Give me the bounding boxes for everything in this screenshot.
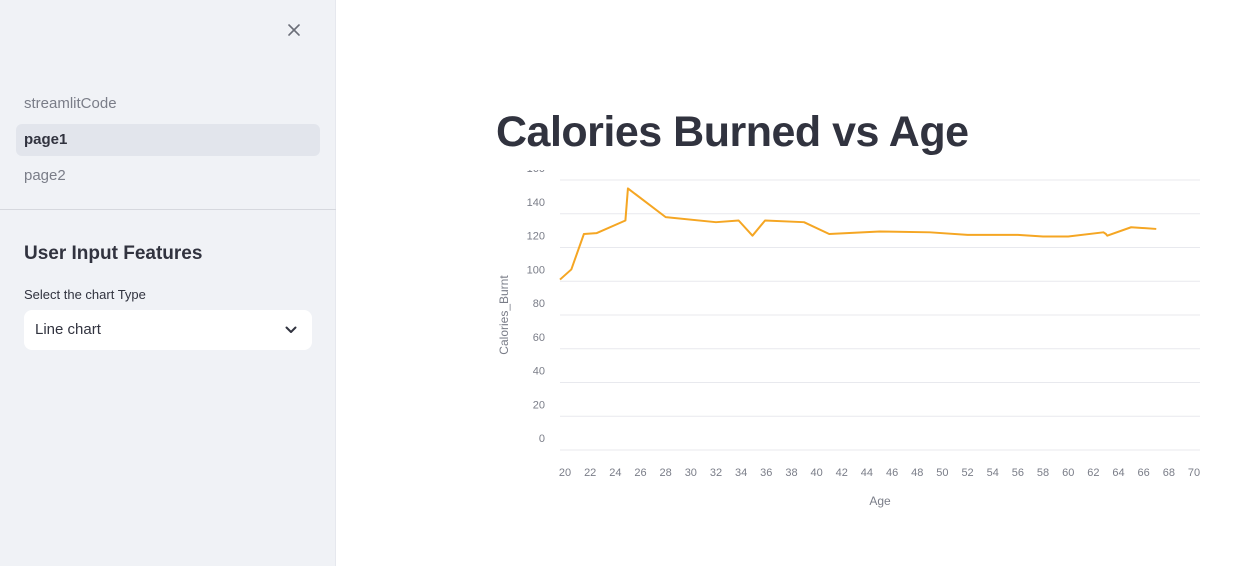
x-tick-label: 30 [685, 467, 697, 479]
nav-item-streamlitcode[interactable]: streamlitCode [24, 95, 117, 112]
section-title: User Input Features [24, 243, 203, 264]
chevron-down-icon [285, 326, 297, 333]
x-tick-label: 54 [987, 467, 999, 479]
y-tick-label: 0 [539, 433, 545, 445]
series-line[interactable] [559, 187, 1157, 281]
page-title: Calories Burned vs Age [496, 108, 969, 156]
y-tick-label: 20 [533, 399, 545, 411]
x-tick-label: 28 [660, 467, 672, 479]
x-tick-label: 44 [861, 467, 873, 479]
x-tick-label: 40 [810, 467, 822, 479]
main-content: Calories Burned vs Age 0 20 40 60 80 100 120 14… [336, 0, 1250, 566]
x-axis-ticks: 20 22 24 26 28 30 32 34 36 38 40 42 44 46 48 50 52 54 56 58… [559, 467, 1200, 479]
y-tick-label: 120 [527, 231, 545, 243]
x-tick-label: 68 [1163, 467, 1175, 479]
x-tick-label: 62 [1087, 467, 1099, 479]
y-tick-label: 60 [533, 332, 545, 344]
chart-series [559, 187, 1157, 281]
y-axis-label: Calories_Burnt [497, 275, 511, 355]
x-tick-label: 20 [559, 467, 571, 479]
close-sidebar-button[interactable] [282, 18, 306, 42]
x-tick-label: 38 [785, 467, 797, 479]
x-tick-label: 58 [1037, 467, 1049, 479]
close-icon [288, 24, 300, 36]
x-tick-label: 48 [911, 467, 923, 479]
y-tick-label: 140 [527, 197, 545, 209]
nav-item-page1[interactable]: page1 [16, 124, 320, 156]
y-tick-label: 100 [527, 264, 545, 276]
x-tick-label: 36 [760, 467, 772, 479]
chart-type-label: Select the chart Type [24, 287, 146, 302]
y-tick-label: 40 [533, 366, 545, 378]
x-tick-label: 56 [1012, 467, 1024, 479]
x-tick-label: 50 [936, 467, 948, 479]
chart-type-select[interactable]: Line chart [24, 310, 312, 350]
sidebar-nav: streamlitCode page1 page2 [16, 88, 320, 196]
chart-gridlines [560, 179, 1200, 451]
sidebar: streamlitCode page1 page2 User Input Fea… [0, 0, 336, 566]
x-tick-label: 64 [1112, 467, 1124, 479]
chart-type-value: Line chart [35, 321, 101, 338]
x-tick-label: 60 [1062, 467, 1074, 479]
x-axis-label: Age [869, 494, 891, 508]
x-tick-label: 26 [634, 467, 646, 479]
x-tick-label: 52 [961, 467, 973, 479]
y-tick-label: 80 [533, 298, 545, 310]
y-tick-label: 160 [527, 170, 545, 175]
line-chart: 0 20 40 60 80 100 120 140 160 20 22 24 26 28 30 32 34 36… [497, 170, 1200, 508]
sidebar-divider [0, 209, 336, 210]
x-tick-label: 24 [609, 467, 621, 479]
x-tick-label: 34 [735, 467, 747, 479]
nav-item-page2[interactable]: page2 [24, 167, 66, 184]
x-tick-label: 46 [886, 467, 898, 479]
x-tick-label: 32 [710, 467, 722, 479]
x-tick-label: 22 [584, 467, 596, 479]
x-tick-label: 70 [1188, 467, 1200, 479]
x-tick-label: 66 [1138, 467, 1150, 479]
x-tick-label: 42 [836, 467, 848, 479]
y-axis-ticks: 0 20 40 60 80 100 120 140 160 [527, 170, 545, 445]
